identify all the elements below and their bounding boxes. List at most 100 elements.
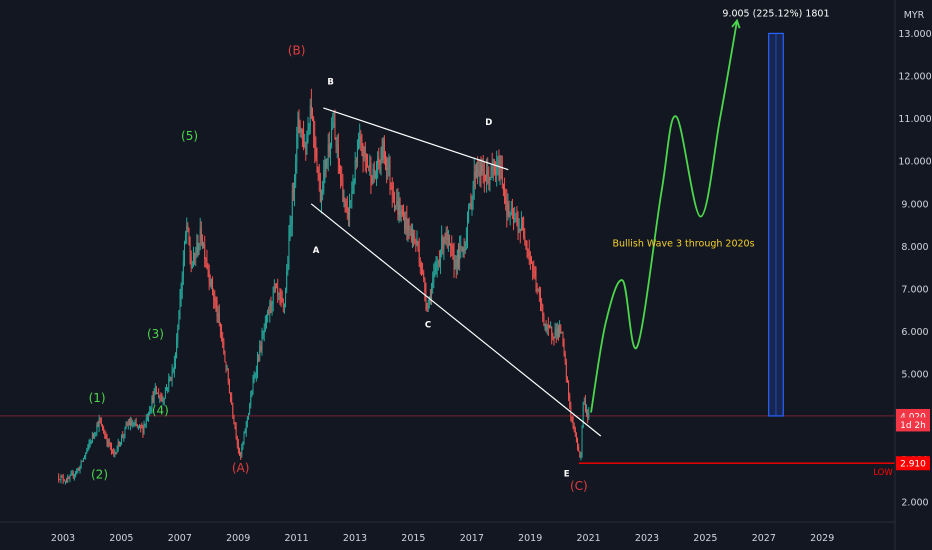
price-axis[interactable]: 2.0003.0004.0005.0006.0007.0008.0009.000…	[896, 29, 932, 509]
candle	[182, 250, 184, 286]
price-tag-label: 2.910	[900, 460, 926, 470]
candle	[588, 407, 590, 420]
candle	[282, 298, 284, 313]
candle	[174, 352, 176, 369]
candle	[401, 205, 403, 217]
candle	[574, 426, 576, 438]
candle	[542, 303, 544, 323]
plot-area[interactable]: LOW (1) (2) (3) (4) (5) (A) (B) (C) A B C D E Bullish …	[0, 8, 895, 493]
candle	[80, 459, 82, 469]
candle	[252, 374, 254, 395]
candle	[557, 324, 559, 341]
candle	[108, 438, 110, 447]
candle	[414, 229, 416, 245]
candle	[335, 137, 337, 154]
trendline[interactable]	[310, 203, 602, 437]
candle	[532, 261, 534, 281]
candle	[244, 428, 246, 434]
candle	[292, 182, 294, 202]
candle	[268, 306, 270, 316]
wave-label: (C)	[570, 479, 588, 493]
candle	[386, 156, 388, 184]
candle	[78, 466, 80, 471]
candle	[61, 475, 63, 478]
candle	[332, 112, 334, 130]
wave-label: (2)	[91, 468, 108, 482]
candle	[299, 119, 301, 138]
candle	[484, 174, 486, 182]
candle	[158, 388, 160, 399]
time-axis[interactable]: 2003 2005 2007 2009 2011 2013 2015 2017 2019 2021…	[51, 533, 834, 544]
candle	[237, 438, 239, 454]
candle	[556, 322, 558, 340]
candle	[471, 195, 473, 216]
candle	[404, 211, 406, 234]
candle	[314, 120, 316, 164]
wave-label: D	[485, 118, 492, 128]
candle	[94, 431, 96, 440]
candle	[395, 204, 397, 211]
candle	[190, 250, 192, 273]
candle	[246, 415, 248, 428]
candle	[374, 170, 376, 180]
candle	[137, 425, 139, 431]
candle	[62, 473, 64, 484]
candle	[373, 161, 375, 183]
candle	[296, 126, 298, 174]
candle	[543, 312, 545, 327]
candle	[177, 324, 179, 348]
candle	[346, 196, 348, 220]
candle	[103, 425, 105, 434]
candle	[541, 297, 543, 312]
price-tag: 2.910	[896, 456, 930, 471]
candle	[77, 467, 79, 474]
candle	[406, 205, 408, 241]
price-tag-label: 4.020	[900, 412, 926, 422]
candle	[125, 421, 127, 430]
candle	[420, 261, 422, 277]
candle	[153, 388, 155, 406]
candle	[441, 225, 443, 258]
projection-curve[interactable]	[590, 20, 738, 413]
candle	[445, 226, 447, 246]
candle	[203, 241, 205, 249]
candle	[372, 163, 374, 185]
candle	[362, 143, 364, 173]
time-tick-label: 2019	[518, 533, 542, 544]
candle	[249, 402, 251, 415]
candle	[319, 172, 321, 203]
candle	[359, 123, 361, 149]
candle	[447, 229, 449, 252]
candle	[170, 376, 172, 381]
candle	[309, 98, 311, 135]
price-tag-label: 1d 2h	[900, 421, 926, 431]
candle	[438, 250, 440, 268]
candle	[435, 256, 437, 275]
candle	[259, 340, 261, 362]
chart-annotation: Bullish Wave 3 through 2020s	[612, 238, 754, 249]
candle	[425, 282, 427, 311]
time-tick-label: 2007	[168, 533, 192, 544]
candle	[194, 252, 196, 265]
candle	[72, 470, 74, 479]
time-tick-label: 2015	[401, 533, 425, 544]
candle	[113, 447, 115, 457]
price-tick-label: 2.000	[901, 498, 928, 509]
candle	[133, 422, 135, 427]
candle	[575, 432, 577, 443]
trendline[interactable]	[323, 107, 509, 171]
candle	[303, 120, 305, 151]
price-tick-label: 9.000	[901, 199, 928, 210]
candle	[417, 240, 419, 252]
candle	[360, 129, 362, 151]
candle	[242, 441, 244, 450]
candle	[250, 390, 252, 409]
price-tick-label: 11.000	[898, 114, 931, 125]
candle	[397, 187, 399, 221]
candle	[518, 218, 520, 234]
candle	[440, 249, 442, 275]
price-tick-label: 6.000	[901, 327, 928, 338]
candle	[581, 425, 583, 458]
candle	[66, 477, 68, 483]
